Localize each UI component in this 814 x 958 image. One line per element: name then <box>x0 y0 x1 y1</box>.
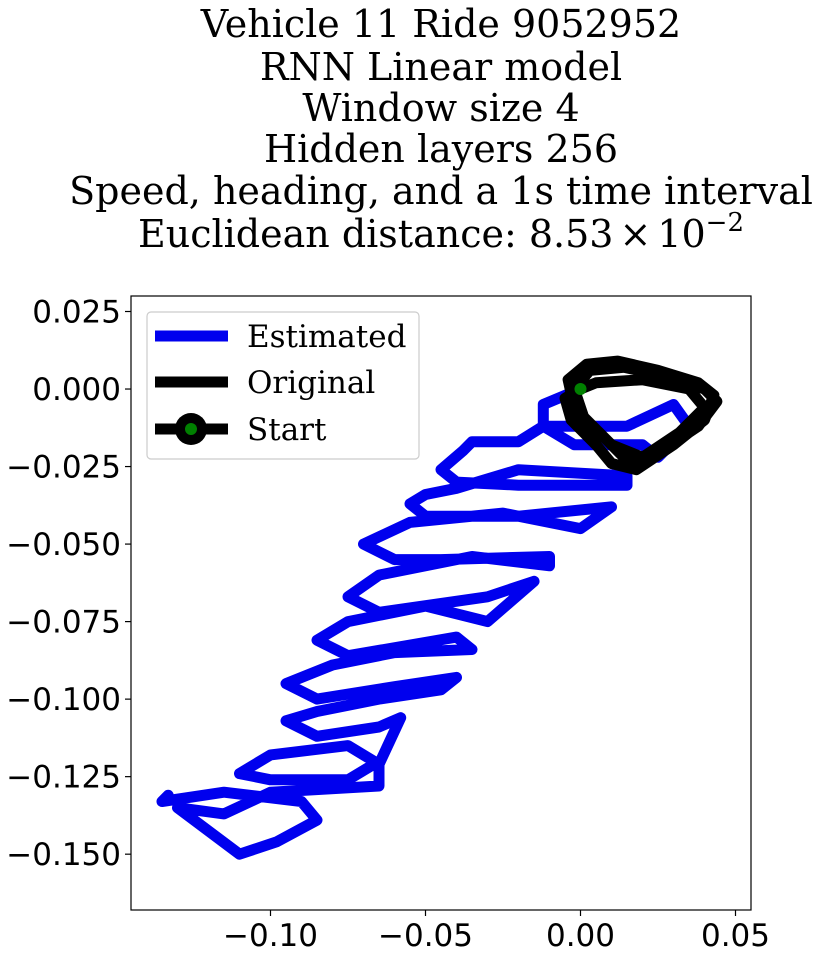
x-tick-label: −0.05 <box>378 918 473 954</box>
legend: Estimated Original Start <box>146 311 420 460</box>
y-tick-label: −0.075 <box>6 605 121 641</box>
distance-base: 10 <box>657 212 705 256</box>
series-line-estimated <box>156 383 695 860</box>
y-tick-label: 0.000 <box>32 372 121 408</box>
title-line-4: Hidden layers 256 <box>264 127 618 171</box>
x-tick-label: −0.10 <box>223 918 318 954</box>
title-line-1: Vehicle 11 Ride 9052952 <box>200 2 681 46</box>
y-tick-label: −0.025 <box>6 450 121 486</box>
y-tick-label: 0.025 <box>32 295 121 331</box>
y-axis: 0.025 0.000 −0.025 −0.050 −0.075 −0.100 −0.125… <box>6 295 131 873</box>
y-tick-label: −0.125 <box>6 760 121 796</box>
legend-label-original: Original <box>247 365 375 401</box>
title-line-2: RNN Linear model <box>260 45 622 89</box>
start-marker <box>574 383 587 396</box>
x-tick-label: 0.05 <box>701 918 770 954</box>
series-layer <box>156 355 723 860</box>
legend-label-estimated: Estimated <box>247 319 406 355</box>
distance-times: × <box>619 212 651 256</box>
series-line-original <box>559 355 723 476</box>
title-line-5: Speed, heading, and a 1s time interval <box>69 169 813 213</box>
legend-box <box>146 311 420 460</box>
legend-label-start: Start <box>247 412 327 448</box>
x-axis: −0.10 −0.05 0.00 0.05 <box>223 910 770 954</box>
chart-title: Vehicle 11 Ride 9052952 RNN Linear model… <box>69 2 813 256</box>
legend-swatch-start-dot <box>185 423 197 435</box>
x-tick-label: 0.00 <box>546 918 615 954</box>
y-tick-label: −0.100 <box>6 682 121 718</box>
distance-prefix: Euclidean distance: <box>138 212 529 256</box>
title-line-6: Euclidean distance: 8.53 × 10−2 <box>138 208 744 256</box>
y-tick-label: −0.050 <box>6 527 121 563</box>
distance-mantissa: 8.53 <box>529 212 614 256</box>
title-line-3: Window size 4 <box>302 86 579 130</box>
y-tick-label: −0.150 <box>6 837 121 873</box>
distance-exponent: −2 <box>706 208 744 238</box>
